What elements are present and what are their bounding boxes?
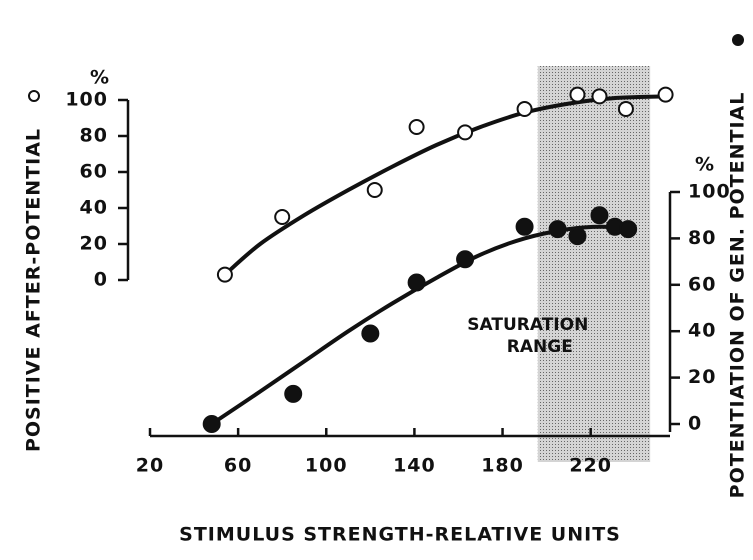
data-point (516, 101, 533, 117)
x-tick-label: 20 (136, 455, 164, 477)
y-legend-symbol (28, 90, 40, 102)
y2-tick-label: 20 (688, 366, 716, 388)
y2-tick-label: 40 (688, 320, 716, 342)
y2-tick-label: 0 (688, 413, 702, 435)
data-point (657, 86, 674, 103)
data-point (407, 273, 426, 292)
y2-legend-symbol (732, 34, 744, 46)
x-tick-label: 180 (481, 455, 524, 477)
data-point (284, 384, 303, 403)
y-axis-title: POSITIVE AFTER-POTENTIAL (23, 128, 45, 452)
data-point (568, 227, 587, 246)
y-unit: % (90, 67, 110, 89)
fit-curve (223, 94, 666, 277)
data-point (456, 250, 475, 269)
saturation-range (537, 66, 651, 462)
data-point (569, 86, 586, 103)
y-tick-label: 20 (80, 233, 108, 255)
y2-tick-label: 60 (688, 273, 716, 295)
y2-unit: % (695, 154, 715, 176)
y2-axis-title: POTENTIATION OF GEN. POTENTIAL (727, 92, 749, 499)
data-point (617, 101, 634, 117)
data-point (619, 220, 638, 239)
data-point (216, 266, 233, 283)
x-tick-label: 100 (305, 455, 348, 477)
x-tick-label: 220 (569, 455, 612, 477)
data-point (202, 415, 221, 433)
data-point (515, 217, 534, 236)
data-point (590, 206, 609, 225)
data-point (274, 209, 291, 225)
data-point (408, 119, 425, 135)
y-tick-label: 100 (65, 89, 108, 111)
y-tick-label: 80 (80, 125, 108, 147)
x-tick-label: 140 (393, 455, 436, 477)
data-point (366, 182, 383, 198)
y-tick-label: 60 (80, 161, 108, 183)
data-point (457, 124, 474, 141)
x-tick-label: 60 (224, 455, 252, 477)
y-tick-label: 40 (80, 197, 108, 219)
data-point (361, 324, 380, 343)
data-point (548, 220, 567, 239)
y2-tick-label: 100 (688, 181, 731, 203)
y-tick-label: 0 (94, 269, 108, 291)
annotation: RANGE (507, 337, 573, 357)
data-point (591, 88, 608, 105)
annotation: SATURATION (467, 315, 588, 335)
x-axis-title: STIMULUS STRENGTH-RELATIVE UNITS (179, 524, 621, 546)
y2-tick-label: 80 (688, 227, 716, 249)
